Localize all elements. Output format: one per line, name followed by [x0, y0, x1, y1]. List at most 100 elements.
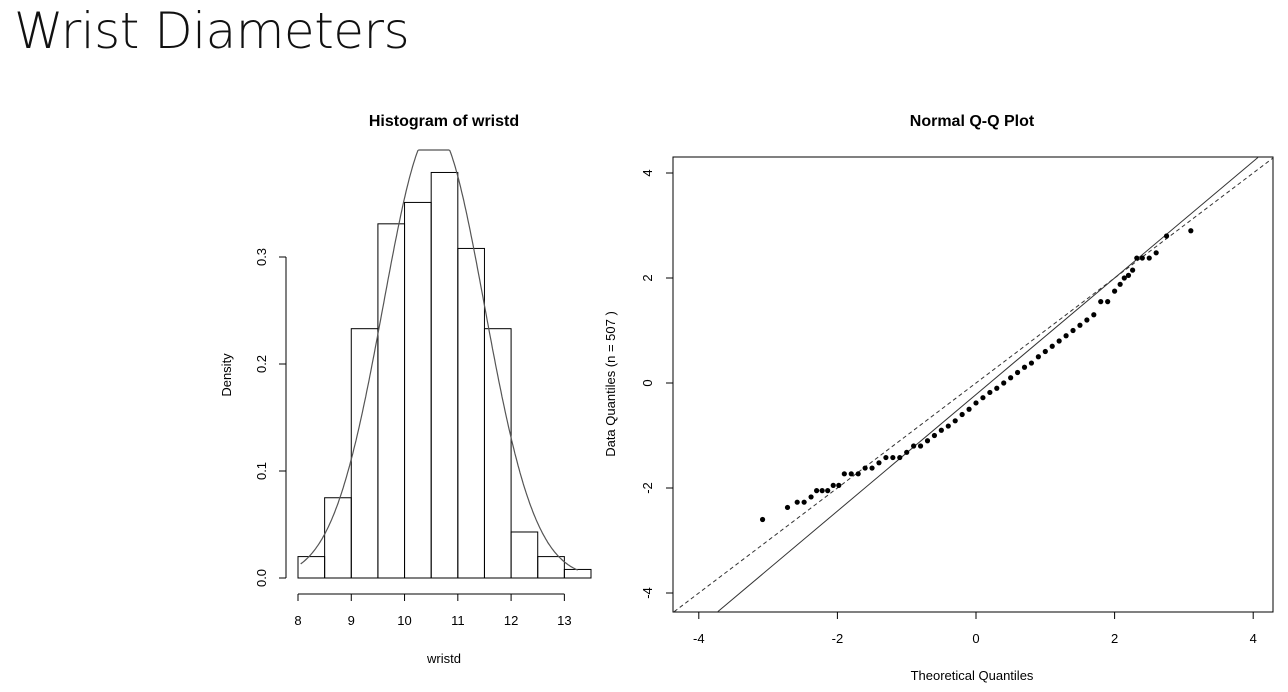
qq-point — [890, 454, 896, 461]
qq-y-tick-label: 4 — [640, 169, 655, 176]
qq-plot-title: Normal Q-Q Plot — [910, 113, 1035, 130]
qq-point — [1163, 233, 1170, 239]
qq-point — [784, 504, 791, 511]
histogram-bar — [430, 171, 459, 579]
qq-reference-lines — [673, 157, 1273, 612]
qq-point — [808, 494, 814, 500]
histogram-density-curve — [300, 149, 578, 571]
qq-point — [1091, 312, 1097, 318]
histogram-bar — [324, 497, 352, 579]
histogram-x-tick-label: 13 — [557, 613, 571, 628]
qq-point — [1105, 299, 1111, 305]
qq-plot-chart: Normal Q-Q Plot -4 -2 0 2 4 -4 -2 0 2 4 Theoreti… — [603, 113, 1274, 683]
qq-point — [869, 465, 875, 471]
qq-x-tick-label: -2 — [832, 631, 844, 646]
qq-point — [1112, 288, 1118, 294]
qq-y-axis: -4 -2 0 2 4 — [640, 169, 673, 599]
histogram-bar — [510, 531, 539, 579]
qq-y-tick-label: -2 — [640, 482, 655, 494]
histogram-y-tick-label: 0.2 — [254, 355, 269, 373]
histogram-x-tick-label: 12 — [504, 613, 518, 628]
qq-point — [1042, 348, 1048, 355]
histogram-x-axis: 8 9 10 11 12 13 — [294, 593, 572, 628]
qq-x-axis: -4 -2 0 2 4 — [693, 612, 1257, 646]
qq-y-tick-label: -4 — [640, 587, 655, 599]
histogram-title: Histogram of wristd — [369, 113, 519, 130]
qq-point — [952, 418, 958, 424]
histogram-bar — [350, 328, 379, 579]
histogram-y-axis: 0.0 0.1 0.2 0.3 — [254, 248, 287, 587]
histogram-bar — [377, 223, 406, 579]
qq-point — [966, 406, 972, 412]
qq-point — [987, 389, 993, 396]
qq-point — [931, 432, 938, 439]
qq-y-tick-label: 0 — [640, 379, 655, 386]
qq-point — [924, 438, 931, 444]
qq-point — [938, 427, 944, 433]
histogram-x-tick-label: 10 — [397, 613, 411, 628]
qq-point — [801, 499, 807, 505]
slide-title: Wrist Diameters — [14, 2, 410, 60]
qq-point — [1084, 317, 1090, 323]
qq-point — [1063, 333, 1069, 339]
qq-point — [980, 395, 986, 401]
histogram-bar — [483, 328, 512, 579]
qq-point — [1146, 255, 1152, 261]
qq-point — [1134, 255, 1140, 261]
qq-point — [994, 385, 1000, 391]
qq-point — [1035, 354, 1041, 360]
qq-point — [1070, 327, 1076, 334]
qq-point — [825, 488, 831, 494]
qq-point — [1056, 338, 1062, 344]
qq-point — [1077, 322, 1083, 328]
qq-x-tick-label: 0 — [972, 631, 979, 646]
qq-point — [883, 454, 889, 461]
qq-point — [814, 488, 820, 494]
qq-point — [862, 465, 868, 471]
qq-point — [917, 443, 924, 449]
histogram-x-tick-label: 8 — [294, 613, 301, 628]
qq-point — [819, 488, 825, 494]
qq-point — [794, 499, 800, 505]
qq-y-tick-label: 2 — [640, 274, 655, 281]
histogram-bar — [537, 556, 565, 579]
qq-point — [973, 400, 979, 406]
qq-point — [904, 449, 910, 455]
qq-point — [855, 471, 861, 477]
qq-point — [759, 516, 766, 523]
qq-plot-frame — [672, 156, 1274, 613]
qq-point — [959, 411, 965, 418]
qq-point — [1188, 228, 1194, 234]
qq-point — [1139, 255, 1145, 261]
qq-point — [1098, 299, 1104, 305]
qq-point — [1021, 364, 1028, 370]
qq-point — [911, 443, 917, 449]
qq-point — [1153, 250, 1159, 256]
qq-point — [897, 454, 903, 461]
histogram-bar — [563, 568, 592, 579]
qq-point — [1049, 343, 1055, 349]
qq-point — [841, 471, 847, 477]
qq-solid-reference-line — [716, 157, 1260, 612]
qq-point — [1008, 375, 1014, 381]
histogram-y-tick-label: 0.3 — [254, 248, 269, 266]
qq-x-tick-label: 2 — [1111, 631, 1118, 646]
qq-point — [1014, 369, 1021, 376]
qq-x-tick-label: -4 — [693, 631, 705, 646]
qq-point — [1130, 267, 1136, 273]
qq-point — [830, 482, 836, 488]
histogram-bar — [404, 201, 432, 579]
qq-point — [1117, 281, 1123, 287]
qq-points — [759, 228, 1194, 523]
qq-point — [945, 423, 951, 429]
histogram-x-tick-label: 9 — [348, 613, 355, 628]
histogram-bar — [297, 556, 326, 579]
qq-point — [1028, 360, 1035, 366]
qq-x-tick-label: 4 — [1250, 631, 1257, 646]
qq-x-label: Theoretical Quantiles — [911, 668, 1034, 683]
histogram-bars — [297, 171, 592, 579]
histogram-chart: Histogram of wristd 8 9 10 11 12 13 0.0 0.1 0.2… — [219, 113, 592, 666]
qq-point — [1001, 380, 1007, 386]
qq-point — [1125, 272, 1132, 278]
